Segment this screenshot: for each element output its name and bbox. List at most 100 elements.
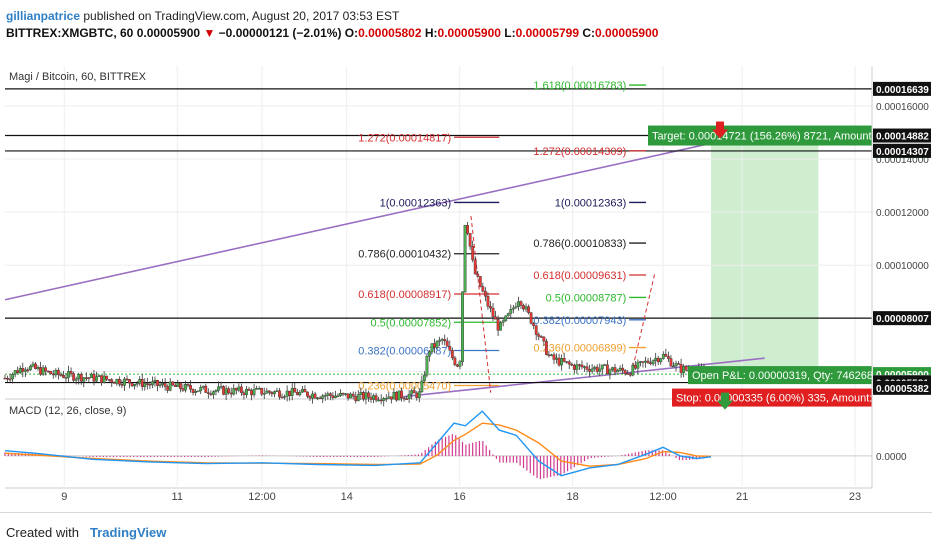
candle-body — [527, 306, 530, 313]
candle-body — [62, 375, 65, 378]
candle-body — [232, 388, 236, 395]
candle-body — [74, 378, 78, 381]
candle-body — [552, 354, 556, 360]
candle-body — [242, 392, 246, 396]
candle-body — [646, 360, 650, 363]
candle-body — [303, 389, 307, 393]
candle-body — [59, 374, 63, 376]
candle-body — [79, 374, 83, 382]
candle-body — [186, 384, 190, 386]
candle-body — [87, 377, 91, 379]
candle-body — [450, 349, 454, 359]
candle-body — [443, 339, 447, 342]
candle-body — [405, 398, 408, 401]
price-label: 0.00014307 — [876, 147, 929, 158]
candle-body — [392, 392, 396, 400]
fib-level-label-right: 1.272(0.00014309) — [533, 146, 626, 158]
candle-body — [123, 378, 126, 386]
candle-body — [163, 383, 167, 387]
candle-body — [217, 386, 220, 391]
candle-body — [369, 397, 373, 400]
candle-body — [237, 386, 241, 391]
candle-body — [445, 340, 449, 347]
candle-body — [578, 364, 581, 366]
candle-body — [511, 307, 515, 310]
candle-body — [6, 377, 9, 380]
candle-body — [616, 370, 619, 373]
candle-body — [377, 399, 381, 402]
candle-body — [463, 225, 467, 293]
candle-body — [84, 377, 88, 379]
candle-body — [504, 315, 508, 321]
candle-body — [339, 392, 342, 396]
y-tick-label: 0.00014000 — [876, 155, 929, 166]
candle-body — [92, 373, 96, 382]
candle-body — [3, 377, 7, 380]
x-tick-label: 23 — [849, 491, 861, 503]
candle-body — [34, 363, 37, 369]
candle-body — [151, 381, 154, 386]
candle-body — [557, 357, 561, 366]
symbol-label: BITTREX:XMGBTC, 60 — [6, 26, 134, 40]
candle-body — [572, 364, 576, 370]
candle-body — [529, 312, 533, 324]
fib-level-label-left: 1.272(0.00014817) — [358, 132, 451, 144]
candle-body — [666, 356, 670, 359]
candle-body — [273, 391, 276, 395]
candle-body — [285, 390, 289, 397]
candle-body — [623, 370, 627, 374]
candle-body — [644, 360, 647, 363]
candle-body — [293, 388, 297, 393]
candle-body — [229, 392, 233, 395]
candle-body — [524, 306, 528, 310]
candle-body — [156, 379, 159, 386]
candle-body — [367, 392, 370, 398]
candle-body — [135, 383, 139, 385]
candle-body — [69, 371, 73, 374]
candle-body — [522, 305, 525, 310]
candle-body — [300, 389, 304, 393]
candle-body — [278, 390, 281, 398]
candle-body — [499, 322, 503, 331]
candle-body — [608, 369, 612, 375]
candle-body — [382, 398, 386, 401]
candle-body — [245, 388, 248, 396]
tradingview-logo[interactable]: TradingView — [90, 525, 167, 540]
candle-body — [46, 370, 50, 373]
fib-level-label-left: 0.618(0.00008917) — [358, 289, 451, 301]
candle-body — [107, 379, 111, 381]
candle-body — [438, 339, 442, 342]
candle-body — [219, 386, 223, 388]
published-text: published on TradingView.com, August 20,… — [83, 9, 400, 23]
author-link[interactable]: gillianpatrice — [6, 9, 81, 23]
candle-body — [26, 369, 30, 372]
candle-body — [16, 370, 20, 374]
candle-body — [456, 364, 459, 367]
candle-body — [250, 390, 253, 396]
candle-body — [214, 390, 218, 392]
candle-body — [115, 378, 119, 384]
candle-body — [166, 386, 170, 391]
candle-body — [326, 393, 330, 396]
x-tick-label: 12:00 — [649, 491, 677, 503]
candle-body — [308, 396, 312, 399]
candle-body — [509, 309, 513, 314]
candle-body — [176, 382, 180, 387]
x-tick-label: 11 — [172, 491, 183, 503]
candle-body — [471, 246, 475, 261]
candle-body — [283, 396, 286, 398]
candle-body — [105, 375, 109, 380]
candle-body — [534, 325, 538, 335]
candle-body — [468, 233, 472, 247]
ohlc-high-label: H: — [424, 26, 438, 40]
price-chart[interactable]: 1.272(0.00014817) 1(0.00012363) 0.786(0.00… — [0, 0, 932, 512]
candle-body — [64, 377, 68, 379]
candle-body — [334, 395, 337, 398]
x-tick-label: 9 — [61, 491, 67, 503]
candle-body — [44, 367, 48, 372]
candle-body — [356, 394, 360, 402]
candle-body — [539, 336, 543, 338]
candle-body — [641, 361, 645, 363]
macd-line — [4, 410, 712, 477]
candle-body — [354, 396, 358, 402]
